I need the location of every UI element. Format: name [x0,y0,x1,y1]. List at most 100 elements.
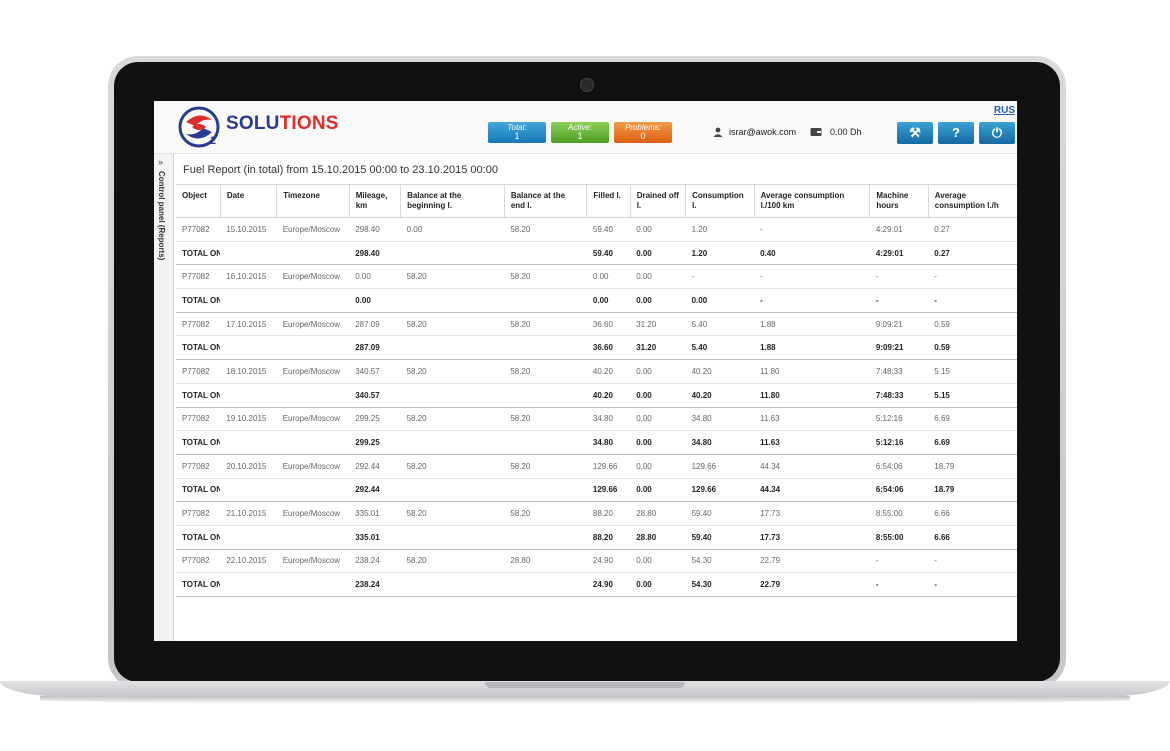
settings-button[interactable]: ⚒ [897,122,933,144]
laptop-shadow [40,696,1130,704]
table-cell: P77082 [176,264,221,290]
table-cell [400,241,505,266]
table-cell: 58.20 [504,217,587,242]
table-cell: 11.63 [754,430,870,455]
help-button[interactable]: ? [938,122,974,144]
table-cell: 31.20 [630,335,686,361]
table-row: P77082 20.10.2015 Europe/Moscow 292.44 58.20… [176,454,1017,479]
table-cell: 18.79 [928,478,1017,503]
table-cell: 9:09:21 [869,312,929,337]
expand-icon[interactable]: » [158,157,164,167]
table-cell [504,478,587,503]
table-cell: 40.20 [685,383,755,408]
table-cell: 88.20 [586,525,631,550]
table-cell: 5.15 [928,383,1017,408]
table-cell: 54.30 [685,572,755,597]
language-link[interactable]: RUS [993,105,1015,116]
control-panel-tab[interactable]: » Control panel (Reports) [154,154,174,641]
user-icon [713,127,723,137]
table-cell [276,525,350,550]
table-cell: 28.80 [630,525,686,550]
table-row: P77082 22.10.2015 Europe/Moscow 238.24 58.20… [176,549,1017,574]
table-cell: - [754,217,870,242]
table-cell [220,525,277,550]
table-cell [276,478,350,503]
column-header: Drained off l. [629,184,686,218]
table-cell: 34.80 [586,430,631,455]
table-cell: 4:29:01 [869,217,929,242]
table-cell: - [685,264,755,290]
table-cell: 28.80 [504,549,587,574]
screen: SOLUTIONS 2 RUS Total: 1 Active: 1 Probl… [154,101,1017,641]
table-cell: 44.34 [754,454,870,479]
logo-icon [178,106,220,148]
table-cell [220,288,277,313]
table-cell [276,241,350,266]
camera-icon [580,78,594,92]
problems-label: Problems: [624,123,661,132]
active-badge[interactable]: Active: 1 [551,122,609,143]
column-header: Object [176,184,221,218]
table-cell: Europe/Moscow [276,407,350,432]
table-cell: 58.20 [400,407,505,432]
table-cell [276,572,350,597]
table-cell: 292.44 [349,454,401,479]
table-cell: 59.40 [586,241,631,266]
table-cell: 34.80 [685,430,755,455]
table-cell [504,383,587,408]
table-cell: 0.00 [586,288,631,313]
table-cell: 5:12:16 [869,430,929,455]
table-cell: 0.59 [928,312,1017,337]
table-cell: 24.90 [586,549,631,574]
table-cell: 238.24 [349,572,401,597]
column-header: Filled l. [586,184,631,218]
table-cell: 6.69 [928,407,1017,432]
table-row: P77082 16.10.2015 Europe/Moscow 0.00 58.20 58… [176,264,1017,290]
table-cell: 0.00 [630,407,686,432]
table-cell: 1.88 [754,335,870,361]
total-row: TOTAL ON 18.10.2015340.5740.200.0040.201… [176,383,1017,408]
user-email: israr@awok.com [729,127,797,137]
table-cell [220,478,277,503]
table-cell: P77082 [176,454,221,479]
table-cell: 20.10.2015 [220,454,277,479]
problems-badge[interactable]: Problems: 0 [614,122,672,143]
table-cell: 7:48:33 [869,359,929,384]
laptop-base [0,681,1170,697]
logout-button[interactable]: ⏻ [979,122,1015,144]
table-cell: 1.88 [754,312,870,337]
table-cell: 6.69 [928,430,1017,455]
table-cell: 8:55:00 [869,525,929,550]
total-row: TOTAL ON 19.10.2015299.2534.800.0034.801… [176,430,1017,455]
table-cell: 19.10.2015 [220,407,277,432]
table-cell [276,288,350,313]
table-cell: 40.20 [586,359,631,384]
table-cell: 0.00 [630,288,686,313]
table-cell: 129.66 [685,478,755,503]
table-cell [220,383,277,408]
table-cell [220,241,277,266]
table-cell: - [928,572,1017,597]
table-cell: 299.25 [349,407,401,432]
table-cell: 0.00 [586,264,631,290]
table-row: P77082 15.10.2015 Europe/Moscow 298.40 0.00 5… [176,217,1017,242]
table-cell: 5.40 [685,312,755,337]
table-cell: Europe/Moscow [276,359,350,384]
table-cell [276,430,350,455]
total-badge[interactable]: Total: 1 [488,122,546,143]
table-cell: 0.00 [630,454,686,479]
user-info[interactable]: israr@awok.com [713,127,796,137]
table-cell: 292.44 [349,478,401,503]
logo-text: SOLUTIONS [226,113,339,134]
table-cell: 22.79 [754,549,870,574]
table-cell: 0.00 [630,478,686,503]
table-cell: 54.30 [685,549,755,574]
table-cell: 28.80 [630,501,686,526]
table-cell: 21.10.2015 [220,501,277,526]
table-cell [400,430,505,455]
table-cell: 5.15 [928,359,1017,384]
power-icon: ⏻ [991,125,1003,140]
table-cell: Europe/Moscow [276,312,350,337]
table-cell: 7:48:33 [869,383,929,408]
table-cell: 1.20 [685,217,755,242]
